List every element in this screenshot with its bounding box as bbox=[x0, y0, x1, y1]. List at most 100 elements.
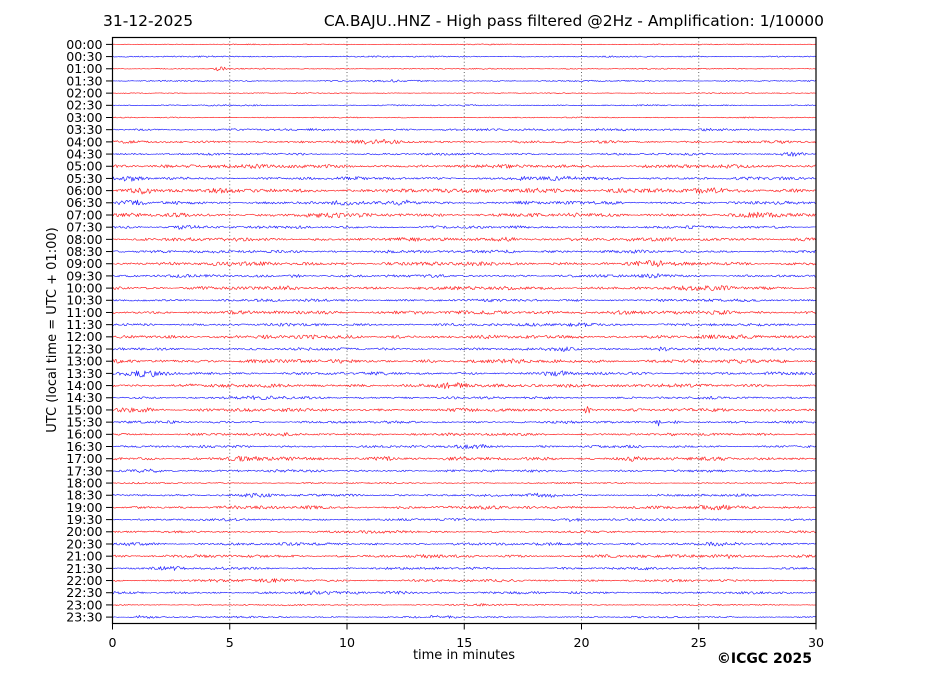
row-label: 17:30 bbox=[66, 463, 102, 478]
trace-row bbox=[112, 92, 817, 95]
row-label: 22:30 bbox=[66, 585, 102, 600]
trace-row bbox=[112, 151, 817, 157]
trace-row bbox=[112, 481, 817, 485]
row-label: 12:30 bbox=[66, 341, 102, 356]
trace-row bbox=[112, 590, 817, 595]
row-label: 07:00 bbox=[66, 207, 102, 222]
row-label: 12:00 bbox=[66, 329, 102, 344]
trace-row bbox=[112, 43, 817, 46]
row-label: 01:00 bbox=[66, 61, 102, 76]
row-label: 11:00 bbox=[66, 305, 102, 320]
trace-row bbox=[112, 444, 817, 450]
x-tick-label: 5 bbox=[226, 635, 234, 650]
trace-row bbox=[112, 530, 817, 534]
trace-row bbox=[112, 249, 817, 254]
row-label: 21:30 bbox=[66, 561, 102, 576]
trace-row bbox=[112, 455, 817, 462]
trace-row bbox=[112, 420, 817, 427]
row-label: 23:30 bbox=[66, 609, 102, 624]
trace-row bbox=[112, 518, 817, 522]
trace-row bbox=[112, 603, 817, 607]
row-label: 04:30 bbox=[66, 146, 102, 161]
trace-row bbox=[112, 199, 817, 206]
x-tick-label: 25 bbox=[691, 635, 707, 650]
trace-row bbox=[112, 322, 817, 327]
row-label: 00:30 bbox=[66, 49, 102, 64]
trace-row bbox=[112, 104, 817, 107]
trace-row bbox=[112, 492, 817, 498]
trace-row bbox=[112, 553, 817, 559]
trace-row bbox=[112, 55, 817, 58]
trace-row bbox=[112, 541, 817, 547]
plot-title: CA.BAJU..HNZ - High pass filtered @2Hz -… bbox=[324, 12, 824, 30]
trace-row bbox=[112, 175, 817, 182]
row-label: 02:00 bbox=[66, 86, 102, 101]
trace-row bbox=[112, 139, 817, 145]
trace-row bbox=[112, 504, 817, 511]
trace-row bbox=[112, 211, 817, 219]
row-label: 09:30 bbox=[66, 268, 102, 283]
trace-row bbox=[112, 273, 817, 279]
row-label: 18:30 bbox=[66, 488, 102, 503]
trace-row bbox=[112, 370, 817, 378]
row-label: 19:30 bbox=[66, 512, 102, 527]
row-label: 05:00 bbox=[66, 159, 102, 174]
row-label: 15:30 bbox=[66, 415, 102, 430]
row-label: 01:30 bbox=[66, 73, 102, 88]
trace-row bbox=[112, 66, 817, 72]
row-label: 14:00 bbox=[66, 378, 102, 393]
row-label: 19:00 bbox=[66, 500, 102, 515]
trace-row bbox=[112, 116, 817, 119]
x-ticks-group: 0 5 10 15 20 25 30 bbox=[108, 623, 824, 650]
trace-row bbox=[112, 187, 817, 195]
trace-row bbox=[112, 79, 817, 83]
row-label: 16:00 bbox=[66, 427, 102, 442]
y-axis-label: UTC (local time = UTC + 01:00) bbox=[45, 227, 60, 432]
row-label: 05:30 bbox=[66, 171, 102, 186]
trace-row bbox=[112, 395, 817, 401]
copyright: ©ICGC 2025 bbox=[717, 651, 812, 667]
trace-row bbox=[112, 566, 817, 571]
row-label: 21:00 bbox=[66, 549, 102, 564]
x-axis-label: time in minutes bbox=[413, 648, 515, 663]
trace-row bbox=[112, 128, 817, 132]
x-tick-label: 30 bbox=[808, 635, 824, 650]
trace-row bbox=[112, 334, 817, 340]
row-label: 16:30 bbox=[66, 439, 102, 454]
trace-row bbox=[112, 614, 817, 619]
row-label: 10:00 bbox=[66, 281, 102, 296]
date-label: 31-12-2025 bbox=[103, 12, 193, 30]
trace-row bbox=[112, 285, 817, 292]
trace-row bbox=[112, 236, 817, 242]
row-label: 06:30 bbox=[66, 195, 102, 210]
row-label: 23:00 bbox=[66, 597, 102, 612]
trace-row bbox=[112, 298, 817, 303]
trace-row bbox=[112, 346, 817, 352]
row-label: 02:30 bbox=[66, 98, 102, 113]
trace-row bbox=[112, 432, 817, 437]
row-label: 00:00 bbox=[66, 37, 102, 52]
row-label: 14:30 bbox=[66, 390, 102, 405]
row-label: 04:00 bbox=[66, 134, 102, 149]
gridlines-group bbox=[229, 38, 700, 623]
row-label: 13:30 bbox=[66, 366, 102, 381]
trace-row bbox=[112, 260, 817, 268]
row-label: 03:30 bbox=[66, 122, 102, 137]
trace-row bbox=[112, 310, 817, 315]
row-label: 22:00 bbox=[66, 573, 102, 588]
row-label: 08:30 bbox=[66, 244, 102, 259]
x-tick-label: 20 bbox=[573, 635, 589, 650]
row-label: 11:30 bbox=[66, 317, 102, 332]
row-label: 08:00 bbox=[66, 232, 102, 247]
trace-row bbox=[112, 578, 817, 583]
row-label: 18:00 bbox=[66, 475, 102, 490]
trace-row bbox=[112, 406, 817, 414]
traces-group bbox=[112, 43, 817, 619]
trace-row bbox=[112, 382, 817, 390]
trace-row bbox=[112, 468, 817, 473]
row-label: 06:00 bbox=[66, 183, 102, 198]
row-label: 15:00 bbox=[66, 402, 102, 417]
row-label: 07:30 bbox=[66, 220, 102, 235]
